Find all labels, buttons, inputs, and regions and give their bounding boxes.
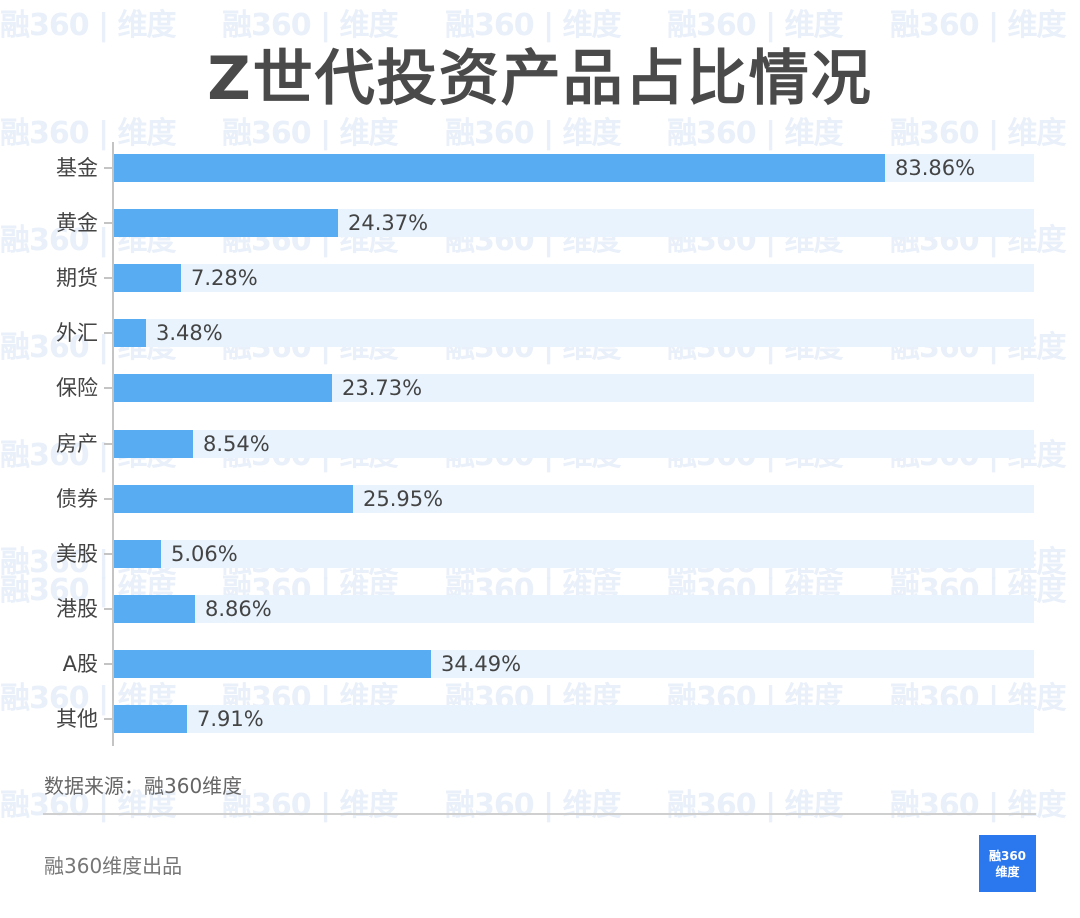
value-label: 24.37% — [348, 211, 429, 235]
category-label: 房产 — [56, 432, 98, 456]
category-label: 期货 — [56, 266, 98, 290]
axis-tick — [104, 277, 112, 279]
logo-line-1: 融360 — [988, 848, 1027, 863]
value-label: 23.73% — [342, 376, 423, 400]
credit-text: 融360维度出品 — [44, 854, 183, 878]
bar — [114, 154, 885, 182]
category-label: 美股 — [56, 542, 98, 566]
data-source-note: 数据来源：融360维度 — [44, 774, 243, 798]
bar-track — [114, 540, 1034, 568]
bar — [114, 705, 187, 733]
bar — [114, 209, 338, 237]
value-label: 7.28% — [191, 266, 258, 290]
axis-tick — [104, 498, 112, 500]
axis-tick — [104, 332, 112, 334]
bar-row: 期货 7.28% — [0, 264, 1080, 292]
category-label: 外汇 — [56, 321, 98, 345]
category-label: 基金 — [56, 156, 98, 180]
logo-line-2: 维度 — [995, 864, 1020, 879]
bar — [114, 485, 353, 513]
bar — [114, 540, 161, 568]
category-label: 其他 — [56, 707, 98, 731]
bar — [114, 264, 181, 292]
value-label: 83.86% — [895, 156, 976, 180]
bar-track — [114, 264, 1034, 292]
brand-logo: 融360 维度 — [979, 835, 1036, 892]
bar-track — [114, 705, 1034, 733]
value-label: 8.54% — [203, 432, 270, 456]
category-label: A股 — [62, 652, 98, 676]
chart-title: Z世代投资产品占比情况 — [207, 44, 873, 114]
bar-track — [114, 595, 1034, 623]
bar-row: 黄金 24.37% — [0, 209, 1080, 237]
bar-row: 基金 83.86% — [0, 154, 1080, 182]
bar-track — [114, 319, 1034, 347]
value-label: 8.86% — [205, 597, 272, 621]
bar — [114, 595, 195, 623]
bar — [114, 430, 193, 458]
bar-row: 债券 25.95% — [0, 485, 1080, 513]
axis-tick — [104, 167, 112, 169]
bar-row: 外汇 3.48% — [0, 319, 1080, 347]
bar-row: 港股 8.86% — [0, 595, 1080, 623]
axis-tick — [104, 222, 112, 224]
y-axis-line — [112, 142, 114, 746]
bar-row: 其他 7.91% — [0, 705, 1080, 733]
value-label: 5.06% — [171, 542, 238, 566]
value-label: 25.95% — [363, 487, 444, 511]
axis-tick — [104, 553, 112, 555]
bar-row: 房产 8.54% — [0, 430, 1080, 458]
category-label: 债券 — [56, 487, 98, 511]
axis-tick — [104, 663, 112, 665]
axis-tick — [104, 608, 112, 610]
axis-tick — [104, 718, 112, 720]
value-label: 7.91% — [197, 707, 264, 731]
category-label: 保险 — [56, 376, 98, 400]
bar-row: 保险 23.73% — [0, 374, 1080, 402]
bar — [114, 374, 332, 402]
axis-tick — [104, 443, 112, 445]
bar-row: 美股 5.06% — [0, 540, 1080, 568]
category-label: 港股 — [56, 597, 98, 621]
category-label: 黄金 — [56, 211, 98, 235]
bar — [114, 650, 431, 678]
value-label: 3.48% — [156, 321, 223, 345]
axis-tick — [104, 387, 112, 389]
bar-track — [114, 430, 1034, 458]
value-label: 34.49% — [441, 652, 522, 676]
bar-row: A股 34.49% — [0, 650, 1080, 678]
bar — [114, 319, 146, 347]
footer-divider — [43, 813, 1036, 815]
